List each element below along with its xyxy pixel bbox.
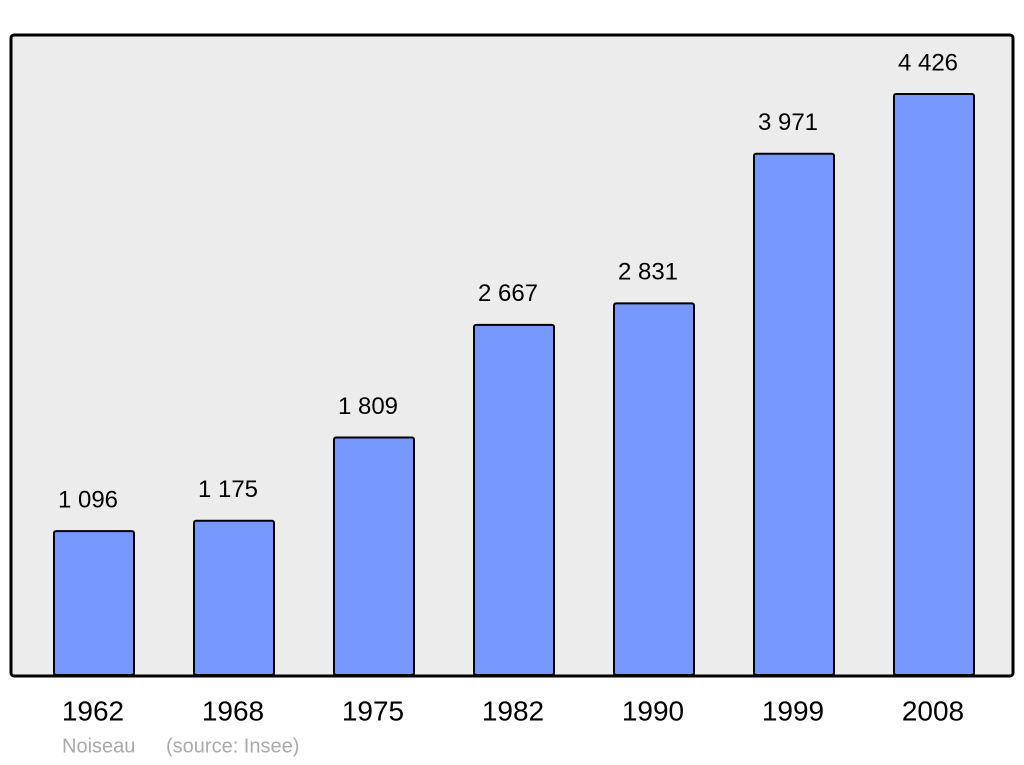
- author: Noiseau: [62, 735, 135, 757]
- bar: [473, 323, 555, 676]
- bar: [613, 302, 695, 676]
- value-label: 2 831: [618, 259, 678, 286]
- value-label: 4 426: [898, 49, 958, 76]
- x-tick-label: 1999: [762, 695, 824, 726]
- value-label: 3 971: [758, 109, 818, 136]
- bar: [333, 436, 415, 676]
- value-label: 1 809: [338, 393, 398, 420]
- value-label: 2 667: [478, 280, 538, 307]
- bar: [893, 93, 975, 676]
- x-tick-label: 2008: [902, 695, 964, 726]
- x-tick-label: 1962: [62, 695, 124, 726]
- x-tick-label: 1982: [482, 695, 544, 726]
- value-label: 1 096: [58, 486, 118, 513]
- x-tick-label: 1975: [342, 695, 404, 726]
- value-label: 1 175: [198, 476, 258, 503]
- bar: [193, 519, 275, 676]
- source: (source: Insee): [166, 735, 299, 757]
- x-tick-label: 1968: [202, 695, 264, 726]
- x-tick-label: 1990: [622, 695, 684, 726]
- bar: [753, 152, 835, 677]
- bar: [53, 530, 135, 677]
